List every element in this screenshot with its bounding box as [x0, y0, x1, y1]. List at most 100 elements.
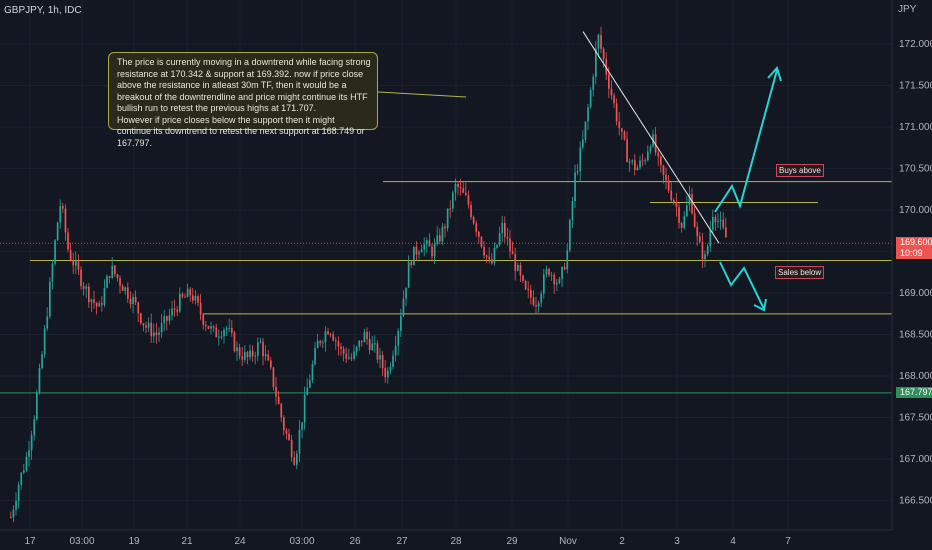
candle-body	[251, 350, 254, 357]
candle-body	[693, 213, 696, 227]
y-tick-label: 170.500	[899, 164, 932, 175]
candle-body	[444, 226, 446, 229]
sales-below-label: Sales below	[775, 266, 825, 279]
candle-body	[472, 217, 475, 224]
candle-body	[566, 250, 569, 270]
time-axis[interactable]: 17 03:00 19 21 24 03:00 26 27 28 29 Nov 2 3 4 7	[0, 529, 892, 547]
candles	[10, 26, 727, 523]
buys-above-label: Buys above	[776, 164, 824, 177]
candle-body	[561, 267, 563, 279]
candle-body	[660, 156, 662, 166]
candle-body	[626, 139, 628, 163]
candle-body	[584, 121, 587, 140]
candle-body	[579, 147, 582, 172]
candle-body	[459, 187, 462, 189]
candle-body	[129, 298, 132, 305]
candle-body	[207, 326, 210, 329]
y-tick-label: 171.500	[899, 81, 932, 92]
candle-body	[160, 323, 163, 333]
analysis-note[interactable]: The price is currently moving in a downt…	[108, 52, 378, 148]
candle-body	[361, 340, 363, 343]
candle-body	[574, 172, 576, 202]
candle-body	[571, 201, 574, 221]
candle-body	[67, 232, 69, 250]
bearish-arrow[interactable]	[719, 261, 765, 310]
candle-body	[38, 368, 41, 393]
candle-body	[134, 296, 137, 303]
candle-body	[77, 260, 80, 270]
candle-body	[589, 90, 592, 108]
candle-body	[257, 342, 259, 356]
candle-body	[397, 330, 400, 346]
candle-body	[706, 245, 709, 255]
x-tick-label: 2	[619, 536, 625, 547]
current-price-value: 169.600	[900, 237, 932, 247]
candle-body	[418, 252, 420, 255]
candle-body	[119, 278, 121, 286]
candle-body	[220, 336, 223, 338]
candle-body	[413, 246, 415, 266]
candle-body	[683, 216, 686, 228]
candle-body	[246, 352, 249, 358]
candle-body	[701, 242, 704, 260]
bullish-arrow[interactable]	[714, 69, 778, 213]
price-axis[interactable]: JPY 172.000 171.500 171.000 170.500 170.000 16…	[891, 0, 932, 550]
downtrend-line[interactable]	[582, 31, 720, 244]
candle-body	[342, 348, 345, 354]
candle-body	[43, 328, 46, 355]
candle-body	[532, 297, 535, 306]
candle-body	[340, 346, 342, 349]
candle-body	[163, 316, 166, 324]
candle-body	[293, 457, 296, 465]
candle-body	[644, 160, 647, 162]
candle-body	[478, 231, 480, 237]
candle-body	[420, 249, 423, 253]
candle-body	[80, 269, 82, 286]
candle-body	[54, 240, 56, 264]
candle-body	[524, 280, 527, 289]
candle-body	[244, 352, 246, 360]
chart-grid	[0, 0, 892, 530]
candle-body	[353, 351, 355, 359]
candle-body	[467, 195, 470, 205]
x-tick-label: 28	[450, 536, 462, 547]
candle-body	[639, 160, 641, 168]
candle-body	[306, 387, 309, 395]
candle-body	[366, 331, 368, 340]
candle-body	[582, 139, 584, 148]
candle-body	[114, 265, 116, 275]
candle-body	[712, 217, 714, 230]
candle-body	[501, 222, 504, 234]
candle-body	[597, 34, 600, 49]
candle-body	[576, 171, 579, 173]
candle-body	[665, 174, 667, 181]
y-tick-label: 168.000	[899, 371, 932, 382]
candle-body	[657, 152, 660, 157]
candle-body	[704, 254, 706, 260]
x-tick-label: 26	[349, 536, 361, 547]
candle-body	[314, 348, 316, 365]
candle-body	[400, 316, 402, 331]
candle-body	[688, 194, 691, 206]
candle-body	[691, 194, 693, 214]
candle-body	[654, 134, 657, 153]
candle-body	[392, 355, 394, 367]
candle-body	[106, 276, 108, 288]
x-tick-label: 3	[674, 536, 680, 547]
candle-body	[56, 222, 59, 241]
candle-body	[709, 229, 712, 246]
candle-body	[49, 281, 51, 317]
candle-body	[667, 180, 670, 191]
candle-body	[140, 313, 142, 324]
countdown-value: 10:09	[900, 248, 923, 258]
candle-body	[46, 316, 49, 329]
candle-body	[457, 184, 459, 188]
candle-body	[649, 146, 652, 152]
candle-body	[550, 274, 553, 276]
candle-body	[285, 430, 288, 434]
price-levels	[0, 181, 892, 394]
candle-body	[628, 161, 631, 163]
candle-body	[303, 394, 306, 423]
candle-body	[72, 260, 75, 266]
